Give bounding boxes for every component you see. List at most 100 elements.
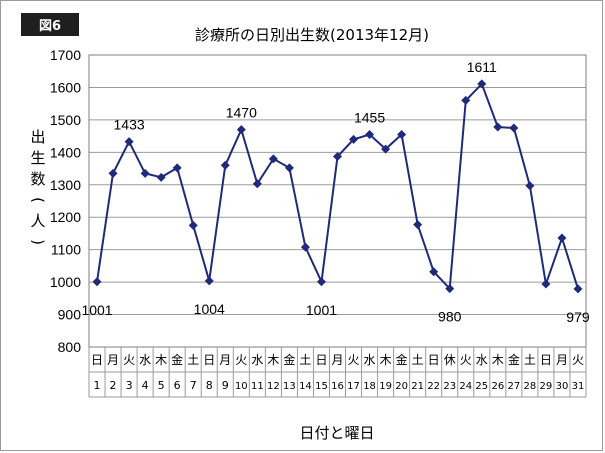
data-label: 979 xyxy=(566,309,590,325)
x-axis-label: 日付と曜日 xyxy=(299,424,374,442)
weekday-label: 火 xyxy=(123,353,135,367)
y-tick-label: 900 xyxy=(58,307,82,323)
data-point-marker xyxy=(461,95,471,105)
y-tick-label: 1600 xyxy=(50,79,81,95)
data-point-marker xyxy=(525,181,535,191)
series-line xyxy=(96,82,579,291)
data-point-marker xyxy=(268,154,278,164)
weekday-label: 月 xyxy=(107,353,119,367)
day-label: 23 xyxy=(443,381,456,392)
data-point-marker xyxy=(156,172,166,182)
y-axis-label-char: 出 xyxy=(30,128,45,146)
data-point-marker xyxy=(445,284,455,294)
day-label: 26 xyxy=(491,381,504,392)
day-label: 15 xyxy=(315,381,328,392)
data-point-marker xyxy=(316,277,326,287)
data-label: 1611 xyxy=(467,59,497,75)
series-polyline xyxy=(96,82,579,291)
day-label: 22 xyxy=(427,381,440,392)
y-tick-label: 1100 xyxy=(51,242,81,258)
data-point-marker xyxy=(333,152,342,162)
data-point-marker xyxy=(349,134,359,144)
day-label: 7 xyxy=(190,379,197,392)
y-tick-label: 1500 xyxy=(50,112,81,128)
data-point-marker xyxy=(124,137,134,147)
weekday-label: 木 xyxy=(155,353,167,367)
day-label: 20 xyxy=(395,381,408,392)
day-label: 2 xyxy=(110,379,117,392)
day-label: 24 xyxy=(459,381,472,392)
plot-area-border xyxy=(88,54,587,348)
weekday-label: 土 xyxy=(412,353,424,367)
figure-badge: 図6 xyxy=(21,13,79,36)
data-point-marker xyxy=(413,220,423,230)
weekday-label: 火 xyxy=(572,353,584,367)
weekday-label: 金 xyxy=(396,352,408,367)
data-points xyxy=(92,79,583,294)
y-tick-label: 1700 xyxy=(50,47,81,63)
day-label: 29 xyxy=(540,381,553,392)
weekday-label: 金 xyxy=(171,352,183,367)
y-tick-label: 1300 xyxy=(50,177,81,193)
weekday-label: 日 xyxy=(91,353,103,367)
data-point-marker xyxy=(300,242,310,252)
day-label: 17 xyxy=(347,381,360,392)
y-axis-label: 出生数 (人) xyxy=(29,128,47,245)
data-point-marker xyxy=(381,144,391,154)
data-point-marker xyxy=(541,279,551,289)
day-label: 8 xyxy=(206,379,213,392)
weekday-label: 金 xyxy=(508,352,520,367)
data-point-marker xyxy=(365,129,375,139)
weekday-label: 日 xyxy=(203,353,215,367)
category-table: 日月火水木金土日月火水木金土日月火水木金土日休火水木金土日月火1 2 3 4 5 6 7 8 9… xyxy=(88,347,587,398)
data-point-marker xyxy=(477,79,487,89)
weekday-label: 日 xyxy=(315,353,327,367)
data-point-marker xyxy=(140,168,150,178)
y-axis-label-char: 人 xyxy=(30,212,45,230)
weekday-label: 月 xyxy=(556,353,568,367)
data-point-marker xyxy=(252,179,262,189)
day-label: 9 xyxy=(222,379,229,392)
data-point-marker xyxy=(236,125,246,135)
chart-title: 診療所の日別出生数(2013年12月) xyxy=(195,26,429,44)
data-point-marker xyxy=(397,129,407,139)
weekday-label: 木 xyxy=(492,353,504,367)
weekday-label: 土 xyxy=(524,353,536,367)
data-label: 1004 xyxy=(194,301,225,317)
weekday-label: 金 xyxy=(283,352,295,367)
day-label: 18 xyxy=(363,381,376,392)
y-tick-label: 1200 xyxy=(50,209,81,225)
weekday-label: 水 xyxy=(251,353,263,367)
data-point-marker xyxy=(188,220,198,230)
data-labels: 1001 1433 1004 1470 1001 1455 980 1611 979 xyxy=(81,59,589,325)
day-label: 12 xyxy=(267,381,280,392)
day-label: 14 xyxy=(299,381,312,392)
data-label: 980 xyxy=(438,309,462,325)
y-axis-label-char: ( xyxy=(29,197,47,203)
weekday-label: 水 xyxy=(364,353,376,367)
weekday-label: 土 xyxy=(187,353,199,367)
data-label: 1470 xyxy=(226,105,257,121)
data-point-marker xyxy=(573,284,583,294)
weekday-label: 水 xyxy=(139,353,151,367)
grid-lines xyxy=(88,54,587,348)
weekday-label: 日 xyxy=(428,353,440,367)
day-label: 4 xyxy=(142,379,149,392)
data-label: 1433 xyxy=(114,117,145,133)
data-point-marker xyxy=(220,160,230,170)
weekday-label: 木 xyxy=(267,353,279,367)
day-label: 5 xyxy=(158,379,165,392)
day-label: 27 xyxy=(507,381,520,392)
day-label: 31 xyxy=(572,381,585,392)
data-point-marker xyxy=(284,163,294,173)
day-label: 6 xyxy=(174,379,181,392)
data-label: 1001 xyxy=(306,302,337,318)
y-axis-label-char: ) xyxy=(29,239,47,245)
data-point-marker xyxy=(204,276,214,286)
y-tick-label: 1000 xyxy=(50,274,81,290)
weekday-label: 水 xyxy=(476,353,488,367)
weekday-label: 土 xyxy=(299,353,311,367)
data-point-marker xyxy=(557,233,567,243)
weekday-label: 月 xyxy=(219,353,231,367)
